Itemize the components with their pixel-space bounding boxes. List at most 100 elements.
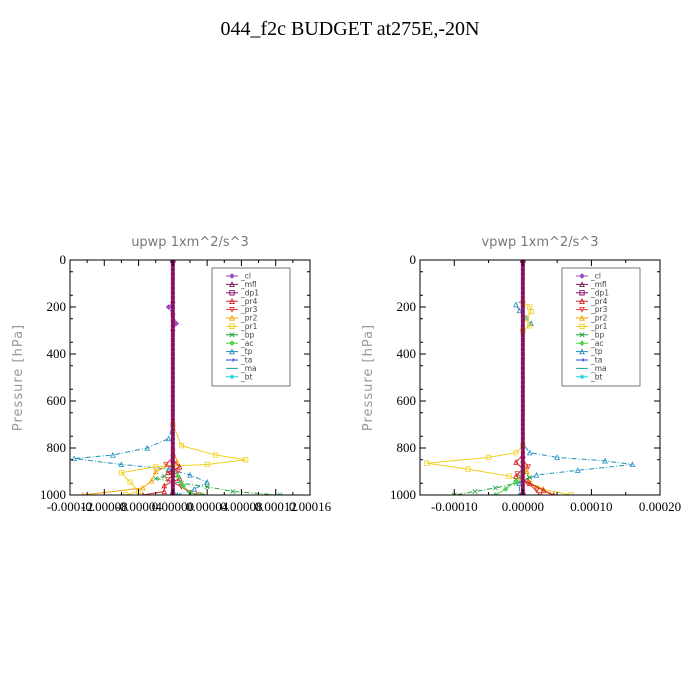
legend-label: _ta	[240, 356, 252, 365]
legend-item: _tp	[576, 347, 603, 356]
legend-label: _ac	[590, 339, 603, 348]
data-point-pr3	[195, 492, 202, 495]
data-point-dp1	[520, 361, 525, 366]
legend-item: _pr4	[576, 297, 608, 306]
legend-item: _ac	[226, 339, 253, 348]
data-point-dp1	[170, 281, 175, 286]
data-point-bp	[527, 474, 533, 480]
figure-title: 044_f2c BUDGET at275E,-20N	[220, 18, 480, 40]
series-line-pr2	[82, 260, 178, 495]
data-point-pr3	[175, 468, 181, 475]
series-line-pr3	[516, 260, 541, 495]
x-tick-label: -0.00012	[47, 499, 94, 514]
x-tick-label: -0.00010	[431, 499, 478, 514]
data-point-dp1	[520, 417, 525, 422]
data-point-ac	[200, 492, 206, 495]
data-point-dp1	[520, 314, 525, 319]
legend-item: _bt	[576, 372, 603, 381]
data-point-ac	[492, 492, 499, 495]
legend-marker	[229, 273, 235, 279]
data-point-tp	[533, 471, 540, 478]
data-point-dp1	[520, 370, 525, 375]
data-point-bp	[492, 485, 498, 491]
data-point-pr1	[178, 443, 185, 449]
data-point-dp1	[520, 305, 525, 309]
y-tick-label: 1000	[390, 487, 416, 502]
data-point-dp1	[520, 399, 525, 403]
legend-marker	[579, 281, 585, 288]
data-point-pr4	[540, 487, 547, 493]
data-point-dp1	[520, 347, 525, 352]
data-point-dp1	[520, 290, 525, 295]
legend-label: _pr3	[590, 305, 608, 314]
data-point-tp	[516, 480, 523, 486]
data-point-dp1	[170, 431, 175, 436]
data-point-dp1	[170, 483, 175, 488]
x-tick-label: 0.00004	[186, 499, 229, 514]
data-point-dp1	[520, 431, 525, 436]
data-point-dp1	[170, 314, 175, 319]
legend-marker	[579, 297, 585, 304]
legend-marker	[229, 290, 235, 296]
x-tick-label: 0.00000	[152, 499, 194, 514]
data-point-dp1	[520, 333, 525, 338]
legend-marker	[579, 374, 585, 379]
data-point-dp1	[170, 370, 175, 375]
data-point-pr4	[161, 482, 168, 489]
legend-marker	[579, 323, 585, 330]
data-point-dp1	[170, 352, 175, 356]
data-point-dp1	[520, 413, 525, 418]
data-point-tp	[602, 457, 608, 464]
data-point-dp1	[170, 295, 175, 300]
data-point-pr3	[533, 487, 540, 494]
legend-item: _bp	[576, 330, 605, 339]
data-point-tp	[554, 454, 560, 460]
data-point-dp1	[170, 347, 175, 352]
legend-item: _pr1	[226, 322, 258, 331]
legend-marker	[229, 281, 235, 288]
legend: _cl_mfl_dp1_pr4_pr3_pr2_pr1_bp_ac_tp_ta_…	[211, 267, 291, 387]
data-point-dp1	[170, 455, 175, 460]
data-point-pr1	[213, 452, 219, 458]
legend-label: _tp	[590, 347, 603, 356]
data-point-dp1	[520, 483, 525, 488]
data-point-pr2	[540, 486, 547, 492]
data-point-dp1	[170, 300, 175, 305]
data-point-dp1	[170, 422, 175, 427]
data-point-tp	[574, 467, 581, 473]
data-point-dp1	[520, 422, 525, 427]
legend-marker	[579, 306, 585, 313]
legend-marker	[579, 273, 585, 279]
plot-frame	[419, 259, 661, 496]
legend-label: _pr3	[240, 305, 258, 314]
legend-label: _ma	[240, 364, 257, 373]
data-point-dp1	[520, 337, 525, 342]
legend-label: _pr1	[240, 322, 258, 331]
legend-item: _ta	[226, 356, 252, 365]
data-point-dp1	[170, 394, 175, 399]
legend-label: _ta	[590, 356, 602, 365]
legend-marker	[579, 332, 585, 338]
data-point-dp1	[170, 380, 175, 385]
y-tick-label: 200	[397, 299, 417, 314]
data-point-pr4	[164, 469, 171, 476]
data-point-bp	[204, 484, 210, 490]
x-tick-label: 0.00000	[502, 499, 544, 514]
legend-item: _ac	[576, 339, 603, 348]
data-point-dp1	[520, 276, 525, 281]
legend-item: _ta	[576, 356, 602, 365]
legend-item: _pr3	[226, 305, 258, 314]
data-point-dp1	[170, 427, 175, 432]
legend-label: _pr2	[590, 314, 608, 323]
legend-label: _mfl	[590, 280, 607, 289]
data-point-dp1	[170, 342, 175, 347]
legend-item: _pr2	[576, 314, 608, 323]
data-point-pr1	[127, 479, 133, 485]
data-point-pr1	[528, 309, 534, 315]
legend-item: _bp	[226, 330, 255, 339]
data-point-bp	[230, 488, 236, 494]
series-line-pr1	[426, 260, 571, 495]
series-line-tp	[74, 260, 209, 495]
data-point-dp1	[170, 361, 175, 366]
data-point-pr3	[523, 479, 530, 486]
